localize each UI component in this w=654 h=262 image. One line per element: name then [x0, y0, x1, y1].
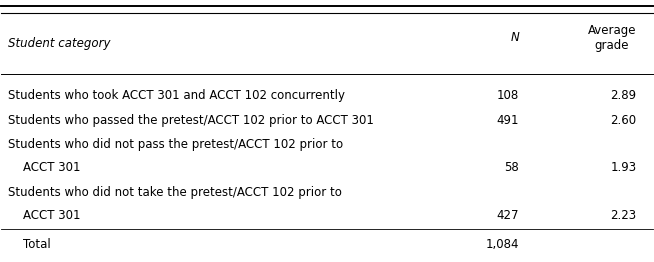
Text: 1.93: 1.93 [610, 161, 636, 174]
Text: Students who did not pass the pretest/ACCT 102 prior to: Students who did not pass the pretest/AC… [8, 138, 343, 151]
Text: Student category: Student category [8, 36, 111, 50]
Text: Students who passed the pretest/ACCT 102 prior to ACCT 301: Students who passed the pretest/ACCT 102… [8, 114, 374, 127]
Text: 2.23: 2.23 [610, 209, 636, 222]
Text: 2.60: 2.60 [610, 114, 636, 127]
Text: Average
grade: Average grade [588, 24, 636, 52]
Text: N: N [510, 31, 519, 44]
Text: ACCT 301: ACCT 301 [8, 161, 80, 174]
Text: Students who took ACCT 301 and ACCT 102 concurrently: Students who took ACCT 301 and ACCT 102 … [8, 89, 345, 102]
Text: 2.89: 2.89 [610, 89, 636, 102]
Text: Total: Total [8, 238, 50, 252]
Text: Students who did not take the pretest/ACCT 102 prior to: Students who did not take the pretest/AC… [8, 186, 342, 199]
Text: 427: 427 [496, 209, 519, 222]
Text: 108: 108 [497, 89, 519, 102]
Text: 491: 491 [496, 114, 519, 127]
Text: 1,084: 1,084 [486, 238, 519, 252]
Text: 58: 58 [504, 161, 519, 174]
Text: ACCT 301: ACCT 301 [8, 209, 80, 222]
